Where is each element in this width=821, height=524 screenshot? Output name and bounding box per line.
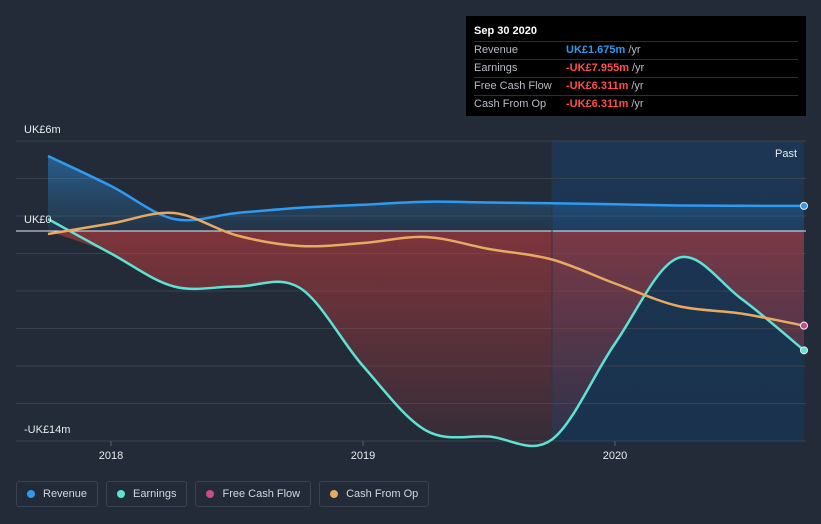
y-axis-zero-label: UK£0 bbox=[24, 214, 52, 226]
y-axis-top-label: UK£6m bbox=[24, 124, 61, 136]
tooltip-unit: /yr bbox=[631, 80, 644, 92]
legend-dot-icon bbox=[330, 490, 339, 498]
series-end-point-revenue bbox=[800, 201, 808, 210]
tooltip-label: Revenue bbox=[474, 44, 519, 56]
tooltip: Sep 30 2020 Revenue UK£1.675m /yr Earnin… bbox=[466, 16, 806, 116]
legend-label: Earnings bbox=[133, 488, 177, 500]
legend-label: Cash From Op bbox=[346, 488, 419, 500]
series-line-earnings bbox=[47, 217, 805, 448]
tooltip-date: Sep 30 2020 bbox=[474, 25, 537, 37]
x-tick-label: 2018 bbox=[99, 450, 123, 462]
legend: Revenue Earnings Free Cash Flow Cash Fro… bbox=[16, 481, 430, 507]
legend-label: Free Cash Flow bbox=[222, 488, 301, 500]
tooltip-unit: /yr bbox=[631, 62, 645, 74]
tooltip-unit: /yr bbox=[628, 44, 641, 56]
series-line-revenue bbox=[47, 154, 805, 222]
series-end-point-earnings bbox=[800, 346, 808, 355]
tooltip-value: -UK£7.955m bbox=[566, 62, 629, 74]
series-line-cash-from-op bbox=[47, 211, 805, 327]
legend-item-free-cash-flow[interactable]: Free Cash Flow bbox=[195, 481, 312, 507]
tooltip-label: Earnings bbox=[474, 62, 518, 74]
legend-item-earnings[interactable]: Earnings bbox=[106, 481, 188, 507]
tooltip-value: UK£1.675m bbox=[566, 44, 626, 56]
tooltip-label: Free Cash Flow bbox=[474, 80, 552, 92]
tooltip-value: -UK£6.311m bbox=[566, 98, 629, 110]
tooltip-row-earnings: Earnings -UK£7.955m /yr bbox=[474, 59, 798, 77]
tooltip-row-cash-from-op: Cash From Op -UK£6.311m /yr bbox=[474, 95, 798, 113]
series-end-point-free-cash-flow bbox=[800, 321, 808, 330]
x-tick-label: 2019 bbox=[351, 450, 375, 462]
tooltip-unit: /yr bbox=[631, 98, 644, 110]
legend-dot-icon bbox=[27, 490, 35, 498]
past-label: Past bbox=[775, 148, 797, 160]
legend-dot-icon bbox=[206, 490, 215, 498]
legend-item-revenue[interactable]: Revenue bbox=[16, 481, 99, 507]
tooltip-row-revenue: Revenue UK£1.675m /yr bbox=[474, 41, 798, 59]
legend-dot-icon bbox=[117, 490, 126, 498]
tooltip-label: Cash From Op bbox=[474, 98, 547, 110]
x-tick-label: 2020 bbox=[603, 450, 627, 462]
positive-area-fill bbox=[48, 156, 804, 231]
y-axis-bottom-label: -UK£14m bbox=[24, 424, 70, 436]
legend-label: Revenue bbox=[43, 488, 88, 500]
legend-item-cash-from-op[interactable]: Cash From Op bbox=[319, 481, 430, 507]
tooltip-row-free-cash-flow: Free Cash Flow -UK£6.311m /yr bbox=[474, 77, 798, 95]
tooltip-value: -UK£6.311m bbox=[566, 80, 629, 92]
